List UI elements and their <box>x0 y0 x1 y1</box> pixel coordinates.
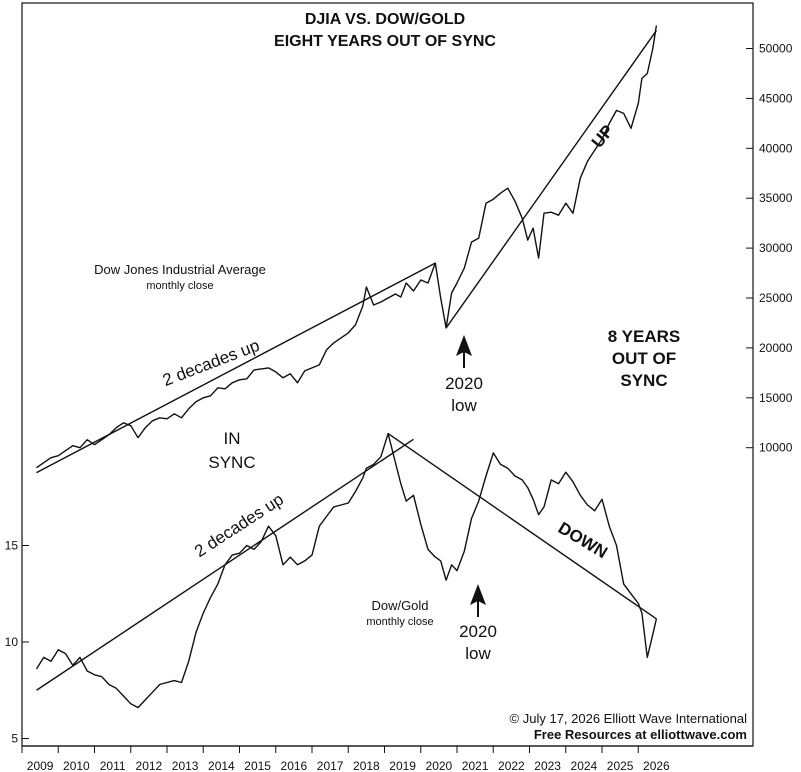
chart-title-line-2: EIGHT YEARS OUT OF SYNC <box>274 33 496 50</box>
djia-low-year: 2020 <box>445 374 483 393</box>
y-right-tick-label: 30000 <box>759 241 793 255</box>
x-tick-label: 2025 <box>607 759 634 772</box>
y-left-tick-label: 5 <box>11 732 18 746</box>
in-sync-label-line-1: IN <box>224 429 241 448</box>
djia-series-line <box>36 25 658 469</box>
dow-gold-series-label: Dow/Gold <box>371 598 428 613</box>
trendlines <box>36 30 657 691</box>
x-tick-label: 2018 <box>353 759 380 772</box>
up-arrow-icon <box>456 335 472 356</box>
copyright-note: © July 17, 2026 Elliott Wave Internation… <box>510 711 748 726</box>
djia-low-word: low <box>451 396 477 415</box>
dow-gold-axis: 5 10 15 <box>5 539 29 746</box>
x-tick-label: 2024 <box>571 759 598 772</box>
dow-gold-series-line <box>35 432 658 709</box>
x-tick-label: 2026 <box>643 759 670 772</box>
dow-gold-low-word: low <box>465 644 491 663</box>
down-label: DOWN <box>555 518 611 562</box>
dow-gold-series-sublabel: monthly close <box>366 616 433 628</box>
x-tick-label: 2012 <box>136 759 163 772</box>
dow-gold-down-trendline <box>387 432 657 620</box>
djia-two-decades-up-trendline <box>36 262 436 474</box>
x-tick-label: 2017 <box>317 759 344 772</box>
up-label: UP <box>588 121 618 151</box>
djia-axis: 10000 15000 20000 25000 30000 35000 40000 45000… <box>746 42 793 455</box>
up-arrow-icon <box>470 584 486 605</box>
y-right-tick-label: 25000 <box>759 291 793 305</box>
x-tick-label: 2014 <box>208 759 235 772</box>
x-tick-label: 2013 <box>172 759 199 772</box>
x-tick-label: 2021 <box>462 759 489 772</box>
y-right-tick-label: 15000 <box>759 391 793 405</box>
years-out-of-sync-line-2: OUT OF <box>612 349 676 368</box>
years-out-of-sync-line-3: SYNC <box>620 371 667 390</box>
y-left-tick-label: 15 <box>5 539 19 553</box>
y-right-tick-label: 40000 <box>759 141 793 155</box>
y-right-tick-label: 50000 <box>759 42 793 56</box>
x-tick-label: 2016 <box>281 759 308 772</box>
x-tick-label: 2023 <box>534 759 561 772</box>
y-right-tick-label: 20000 <box>759 341 793 355</box>
y-right-tick-label: 10000 <box>759 441 793 455</box>
djia-2020-low-annotation: 2020 low <box>445 335 483 415</box>
dow-gold-2020-low-annotation: 2020 low <box>459 584 497 663</box>
x-tick-label: 2010 <box>63 759 90 772</box>
x-tick-label: 2022 <box>498 759 525 772</box>
year-axis: 2009 2010 2011 2012 2013 2014 2015 2016 2017 2018… <box>21 745 753 772</box>
y-left-tick-label: 10 <box>5 635 19 649</box>
djia-series-label: Dow Jones Industrial Average <box>94 262 266 277</box>
x-tick-label: 2020 <box>426 759 453 772</box>
x-tick-label: 2015 <box>244 759 271 772</box>
series <box>35 25 658 709</box>
y-right-tick-label: 35000 <box>759 191 793 205</box>
chart-title-line-1: DJIA VS. DOW/GOLD <box>305 11 465 28</box>
dow-gold-low-year: 2020 <box>459 622 497 641</box>
djia-up-trendline <box>445 30 657 329</box>
years-out-of-sync-line-1: 8 YEARS <box>608 327 680 346</box>
y-right-tick-label: 45000 <box>759 91 793 105</box>
in-sync-label-line-2: SYNC <box>208 453 255 472</box>
two-decades-up-label-bottom: 2 decades up <box>191 490 287 562</box>
x-tick-label: 2011 <box>100 759 126 772</box>
x-tick-label: 2009 <box>27 759 54 772</box>
djia-series-sublabel: monthly close <box>146 280 213 292</box>
free-resources-link[interactable]: Free Resources at elliottwave.com <box>534 727 747 742</box>
x-tick-label: 2019 <box>389 759 416 772</box>
